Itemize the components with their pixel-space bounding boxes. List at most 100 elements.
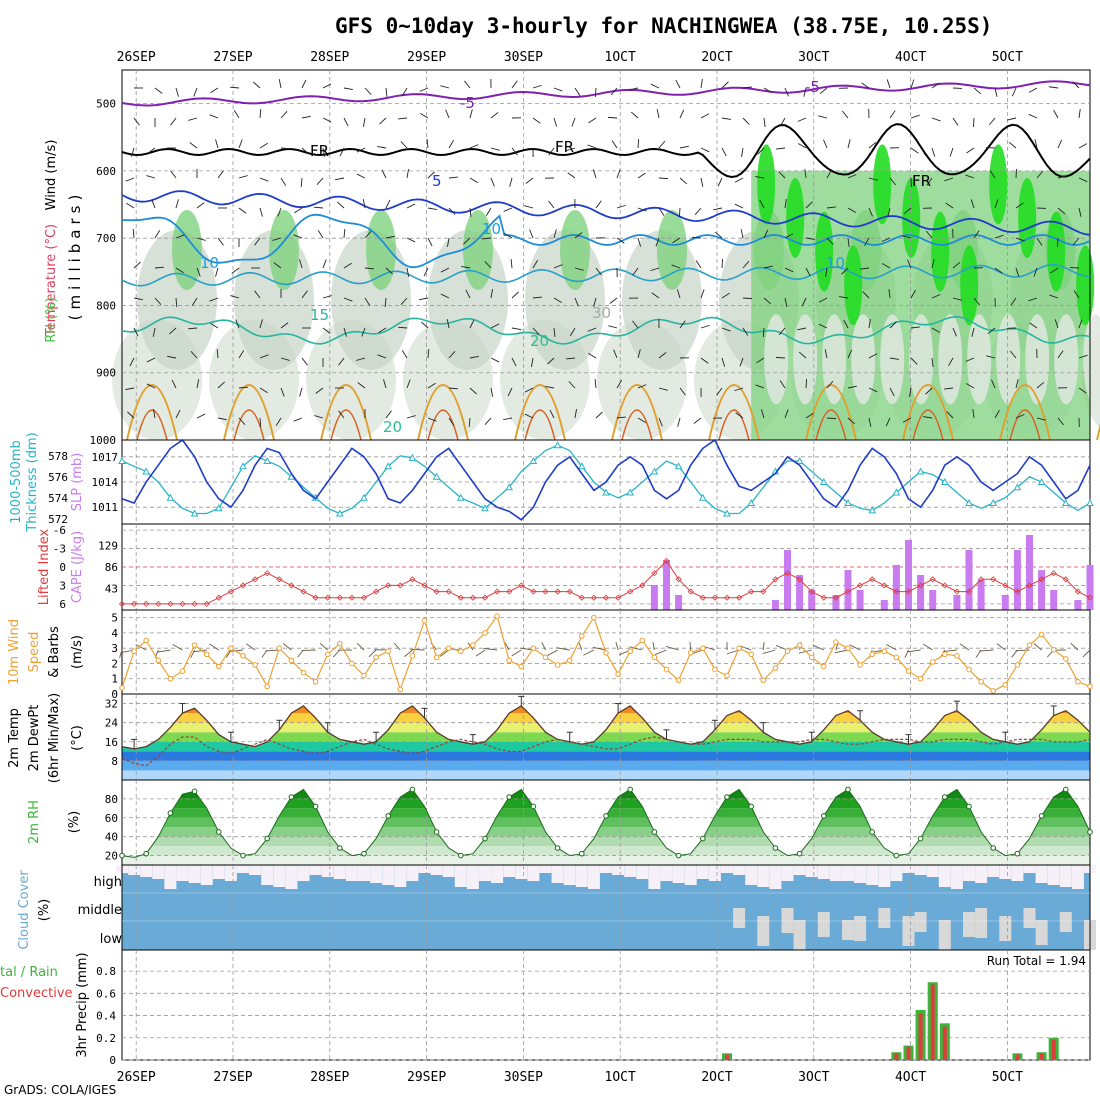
ylabel-wind-b: Speed xyxy=(27,632,42,673)
upper-wind-barb xyxy=(343,262,352,269)
upper-wind-barb xyxy=(1015,414,1025,419)
ylabel-wind-a: 10m Wind xyxy=(7,619,22,685)
upper-wind-barb xyxy=(658,177,669,180)
cloud-high-gap xyxy=(370,865,383,883)
upper-wind-barb xyxy=(616,416,626,419)
upper-wind-barb xyxy=(215,139,219,149)
rh-shading xyxy=(366,210,396,290)
upper-wind-barb xyxy=(675,79,681,89)
wind-speed-point xyxy=(639,637,646,644)
temp-tick-label: 24 xyxy=(105,717,119,730)
surface-wind-barb xyxy=(996,643,1006,651)
bottom-date-label: 3OCT xyxy=(798,1070,829,1085)
cloud-high-gap xyxy=(454,865,467,887)
li-point xyxy=(1074,588,1081,595)
upper-wind-barb xyxy=(553,264,563,269)
upper-wind-barb xyxy=(423,267,429,277)
upper-wind-barb xyxy=(490,147,500,151)
upper-wind-barb xyxy=(574,267,584,271)
upper-wind-barb xyxy=(994,87,998,97)
upper-wind-barb xyxy=(427,348,430,359)
pressure-tick-label: 900 xyxy=(96,367,116,380)
cloud-high-gap xyxy=(1047,865,1060,885)
upper-wind-barb xyxy=(1057,175,1067,179)
upper-wind-barb xyxy=(1072,237,1080,246)
upper-wind-barb xyxy=(721,357,726,367)
upper-wind-barb xyxy=(994,199,999,209)
wind-speed-point xyxy=(433,654,440,661)
upper-wind-barb xyxy=(970,199,975,209)
wind-speed-point xyxy=(748,651,755,658)
upper-wind-barb xyxy=(448,140,455,149)
precip-ylabels: tal / Rain Convective 3hr Precip (mm) Ru… xyxy=(0,952,1086,1057)
upper-wind-barb xyxy=(490,289,494,299)
upper-wind-barb xyxy=(588,352,597,359)
li-point xyxy=(215,594,222,601)
wind-speed-point xyxy=(518,663,525,670)
cloud-high-gap xyxy=(515,865,528,879)
upper-wind-barb xyxy=(133,261,141,269)
thickness-point xyxy=(577,462,586,470)
rh2m-point xyxy=(966,803,972,810)
upper-wind-barb xyxy=(805,201,813,209)
upper-wind-barb xyxy=(574,297,579,307)
cloud-low-gap xyxy=(817,912,830,937)
upper-wind-barb xyxy=(847,237,850,247)
upper-wind-barb xyxy=(400,297,408,305)
cape-bar xyxy=(1086,565,1094,610)
surface-wind-barb xyxy=(547,649,558,656)
upper-wind-barb xyxy=(511,147,518,156)
top-date-label: 5OCT xyxy=(992,50,1023,65)
cloud-high-gap xyxy=(721,865,733,873)
contour-label: FR xyxy=(310,142,329,160)
surface-wind-barb xyxy=(301,649,316,652)
cloud-high-gap xyxy=(140,865,153,877)
cloud-high-gap xyxy=(926,865,939,877)
upper-wind-barb xyxy=(490,357,500,363)
upper-wind-barb xyxy=(973,297,981,306)
upper-wind-barb xyxy=(469,387,477,395)
chart-title: GFS 0~10day 3-hourly for NACHINGWEA (38.… xyxy=(335,14,992,38)
upper-wind-barb xyxy=(259,354,269,359)
thickness-point xyxy=(844,498,852,506)
upper-wind-barb xyxy=(337,201,345,209)
upper-wind-barb xyxy=(595,200,602,209)
thickness-slp-panel: 572 574 576 578 1011 1014 1017 xyxy=(48,438,1094,526)
upper-wind-barb xyxy=(948,357,954,367)
upper-wind-barb xyxy=(881,263,891,269)
upper-wind-barb xyxy=(571,117,576,127)
li-point xyxy=(227,588,234,595)
upper-wind-barb xyxy=(801,297,807,307)
upper-wind-barb xyxy=(763,297,772,305)
cloud-high-gap xyxy=(829,865,842,881)
cloud-high-gap xyxy=(745,865,758,885)
wind-speed-point xyxy=(276,645,283,651)
rh-high-blob xyxy=(960,245,979,326)
upper-wind-barb xyxy=(293,417,303,422)
li-point xyxy=(881,582,888,589)
surface-wind-barb xyxy=(410,648,425,651)
upper-wind-barb xyxy=(775,356,786,359)
slp-tick-label: 1017 xyxy=(92,451,119,464)
upper-wind-barb xyxy=(175,267,184,274)
upper-wind-barb xyxy=(721,117,731,120)
wind-speed-point xyxy=(784,648,791,655)
upper-wind-barb xyxy=(637,138,640,149)
li-tick-label: 3 xyxy=(59,579,66,592)
cloud-high-gap xyxy=(938,865,951,887)
upper-wind-barb xyxy=(994,409,1000,419)
upper-wind-barb xyxy=(129,357,135,367)
wind-speed-point xyxy=(228,645,234,651)
cloud-low-gap xyxy=(902,916,915,946)
li-point xyxy=(760,588,767,595)
upper-wind-barb xyxy=(903,207,912,215)
upper-wind-barb xyxy=(230,295,240,299)
wind-speed-point xyxy=(1050,646,1057,653)
wind-speed-point xyxy=(651,654,658,661)
surface-wind-barb xyxy=(615,641,619,651)
upper-wind-barb xyxy=(209,114,219,119)
upper-wind-barb xyxy=(464,80,471,89)
surface-wind-barb xyxy=(483,648,498,651)
upper-wind-barb xyxy=(888,289,891,299)
li-point xyxy=(869,576,876,583)
